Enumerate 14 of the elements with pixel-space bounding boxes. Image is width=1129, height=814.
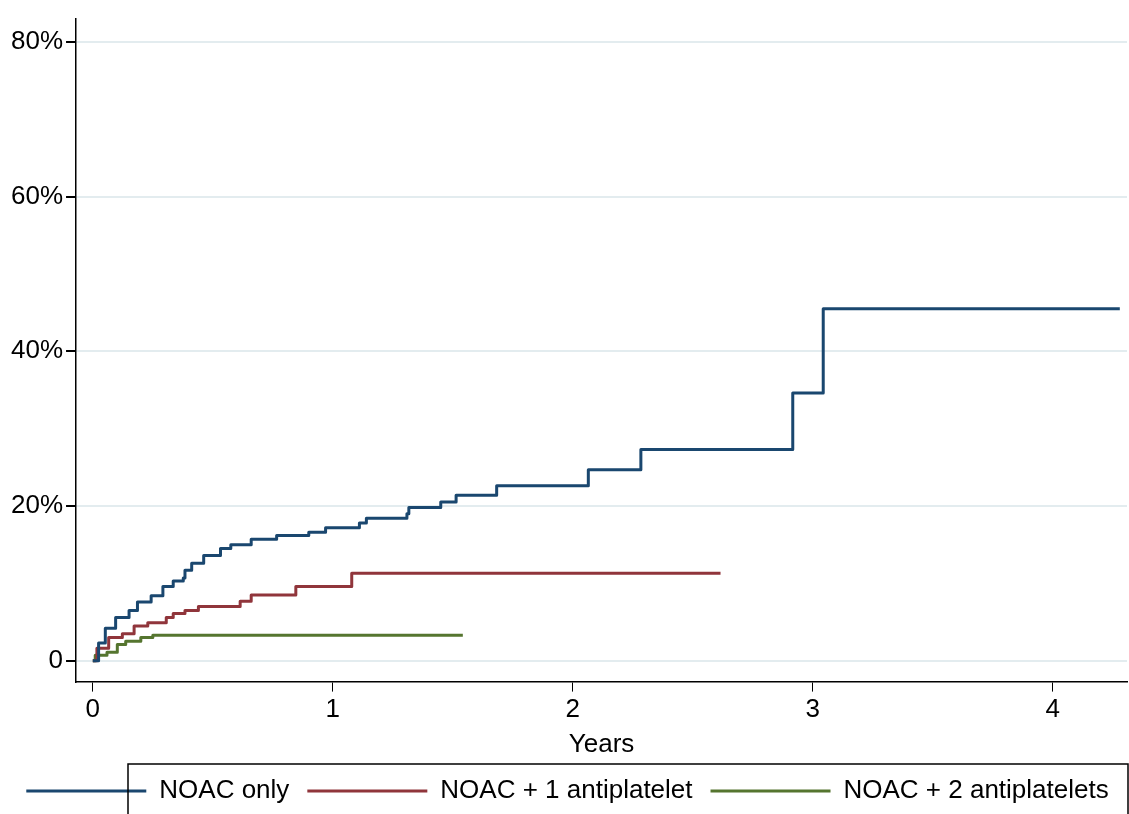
y-tick-label: 40% xyxy=(10,334,64,365)
legend-label: NOAC + 1 antiplatelet xyxy=(440,774,694,805)
x-tick-label: 0 xyxy=(85,693,101,724)
legend-label: NOAC only xyxy=(159,774,290,805)
y-tick-label: 80% xyxy=(10,24,64,55)
y-tick-label: 60% xyxy=(10,179,64,210)
y-tick-label: 0 xyxy=(48,643,64,674)
x-tick-label: 1 xyxy=(325,693,341,724)
x-tick-label: 4 xyxy=(1045,693,1060,724)
legend-label: NOAC + 2 antiplatelets xyxy=(843,774,1109,805)
x-axis-title: Years xyxy=(568,727,635,758)
x-tick-label: 3 xyxy=(805,693,820,724)
y-tick-label: 20% xyxy=(10,489,64,520)
x-tick-label: 2 xyxy=(565,693,580,724)
